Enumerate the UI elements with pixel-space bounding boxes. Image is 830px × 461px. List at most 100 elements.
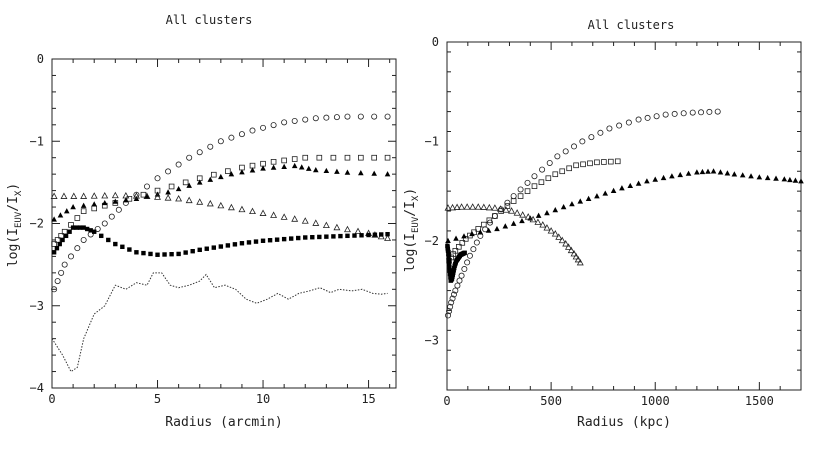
data-point xyxy=(175,194,183,202)
data-point xyxy=(190,248,195,254)
data-point xyxy=(491,212,498,219)
data-point xyxy=(635,116,642,123)
data-point xyxy=(705,168,711,174)
data-point xyxy=(566,165,572,172)
data-point xyxy=(552,207,559,213)
data-point xyxy=(344,169,351,175)
data-point xyxy=(513,209,521,216)
data-point xyxy=(447,268,452,273)
data-point xyxy=(538,179,545,185)
data-point xyxy=(298,164,305,170)
series-filled-squares xyxy=(51,225,390,257)
data-point xyxy=(281,157,287,164)
data-point xyxy=(196,149,203,156)
data-point xyxy=(80,208,87,214)
data-point xyxy=(644,178,650,184)
data-point xyxy=(459,240,466,246)
data-point xyxy=(453,203,461,210)
data-point xyxy=(461,266,468,273)
data-point xyxy=(113,241,118,247)
data-point xyxy=(260,165,266,171)
data-point xyxy=(519,211,527,218)
data-point xyxy=(485,227,492,233)
data-point xyxy=(352,233,357,238)
data-point xyxy=(204,246,209,251)
data-point xyxy=(358,154,364,161)
data-point xyxy=(539,166,546,173)
data-point xyxy=(677,171,684,178)
data-point xyxy=(574,255,582,263)
data-point xyxy=(463,203,471,210)
data-point xyxy=(274,237,280,242)
data-point xyxy=(249,167,256,173)
data-point xyxy=(606,125,613,132)
data-point xyxy=(132,192,140,199)
x-tick-label: 500 xyxy=(540,394,562,408)
data-point xyxy=(63,233,69,239)
data-point xyxy=(186,182,192,188)
data-point xyxy=(594,159,600,166)
data-point xyxy=(494,225,500,232)
data-point xyxy=(143,192,151,199)
data-point xyxy=(185,196,193,204)
series-filled-triangles xyxy=(51,162,391,222)
data-point xyxy=(792,177,799,183)
data-point xyxy=(81,225,86,230)
y-tick-label: 0 xyxy=(432,35,439,49)
series-open-circles xyxy=(51,113,391,293)
data-point xyxy=(359,233,364,238)
data-point xyxy=(338,233,343,239)
data-point xyxy=(232,242,238,247)
data-point xyxy=(182,179,189,186)
data-point xyxy=(358,170,364,176)
data-point xyxy=(571,143,578,150)
data-point xyxy=(225,243,231,248)
data-point xyxy=(291,156,298,162)
data-point xyxy=(58,269,65,276)
data-point xyxy=(502,206,510,213)
data-point xyxy=(357,113,364,120)
data-point xyxy=(144,193,150,199)
data-point xyxy=(452,247,459,254)
data-point xyxy=(588,134,595,141)
data-point xyxy=(165,168,172,175)
data-point xyxy=(454,282,461,289)
data-point xyxy=(249,207,256,215)
data-point xyxy=(565,243,572,250)
data-point xyxy=(313,167,319,173)
data-point xyxy=(579,138,586,145)
data-point xyxy=(587,160,593,167)
data-point xyxy=(50,192,58,199)
x-tick-label: 10 xyxy=(256,392,270,406)
dotted-series-line xyxy=(51,272,388,373)
data-point xyxy=(475,226,482,232)
data-point xyxy=(446,308,453,315)
data-point xyxy=(635,180,642,186)
data-point xyxy=(517,193,524,199)
data-point xyxy=(446,255,451,260)
data-point xyxy=(449,295,456,302)
data-point xyxy=(660,174,667,181)
data-point xyxy=(529,215,537,223)
data-point xyxy=(217,138,224,145)
data-point xyxy=(504,199,511,206)
data-point xyxy=(464,259,471,266)
data-point xyxy=(573,162,579,169)
right-y-axis-label: log(IEUV/IX) xyxy=(403,188,421,272)
data-point xyxy=(207,143,214,150)
data-point xyxy=(228,134,235,141)
data-point xyxy=(54,278,61,285)
data-point xyxy=(451,268,456,273)
data-point xyxy=(51,286,58,293)
data-point xyxy=(169,252,174,257)
data-point xyxy=(562,148,569,155)
left-data-marks xyxy=(50,113,392,373)
data-point xyxy=(218,244,224,249)
data-point xyxy=(567,246,575,254)
data-point xyxy=(585,195,592,201)
data-point xyxy=(127,247,132,252)
y-tick-label: −2 xyxy=(30,217,44,231)
data-point xyxy=(77,225,83,230)
data-point xyxy=(168,183,175,190)
data-point xyxy=(84,226,90,232)
